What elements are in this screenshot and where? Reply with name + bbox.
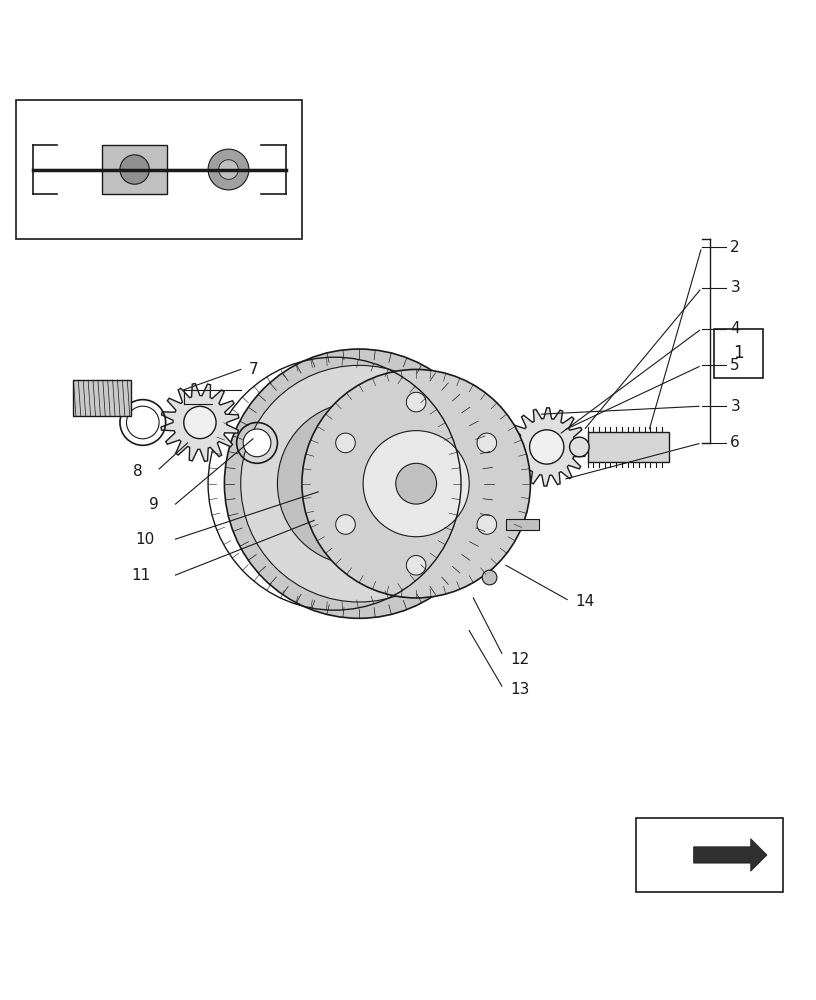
- Text: 12: 12: [510, 652, 530, 667]
- Circle shape: [396, 463, 437, 504]
- Text: 8: 8: [133, 464, 143, 479]
- Circle shape: [406, 392, 426, 412]
- Circle shape: [241, 365, 477, 602]
- Circle shape: [477, 515, 497, 534]
- Text: 9: 9: [149, 497, 159, 512]
- Circle shape: [363, 431, 469, 537]
- Bar: [73, 380, 131, 416]
- Polygon shape: [508, 408, 586, 486]
- Text: 5: 5: [730, 358, 740, 373]
- Circle shape: [184, 406, 216, 439]
- Circle shape: [302, 369, 530, 598]
- Text: 3: 3: [730, 399, 740, 414]
- Bar: [636, 818, 783, 892]
- Text: 1: 1: [733, 344, 744, 362]
- FancyBboxPatch shape: [714, 329, 763, 378]
- Circle shape: [277, 402, 441, 565]
- Text: 6: 6: [730, 435, 740, 450]
- Circle shape: [530, 430, 564, 464]
- Bar: [588, 432, 669, 462]
- Circle shape: [335, 433, 355, 453]
- Circle shape: [570, 437, 589, 457]
- Bar: [16, 100, 302, 239]
- Circle shape: [406, 555, 426, 575]
- Text: 11: 11: [131, 568, 151, 583]
- Circle shape: [243, 429, 271, 457]
- Circle shape: [219, 160, 238, 179]
- Circle shape: [126, 406, 159, 439]
- Text: 13: 13: [510, 682, 530, 697]
- Text: 2: 2: [730, 240, 740, 255]
- Circle shape: [208, 149, 249, 190]
- Bar: [102, 145, 167, 194]
- Text: 3: 3: [730, 280, 740, 295]
- Circle shape: [120, 155, 149, 184]
- Polygon shape: [161, 384, 239, 461]
- Circle shape: [482, 570, 497, 585]
- Text: 14: 14: [575, 594, 595, 609]
- Bar: [506, 519, 539, 530]
- Polygon shape: [694, 839, 767, 871]
- Text: 10: 10: [135, 532, 155, 547]
- Circle shape: [224, 349, 494, 618]
- Circle shape: [477, 433, 497, 453]
- Circle shape: [335, 515, 355, 534]
- Text: 4: 4: [730, 321, 740, 336]
- Text: 7: 7: [249, 362, 259, 377]
